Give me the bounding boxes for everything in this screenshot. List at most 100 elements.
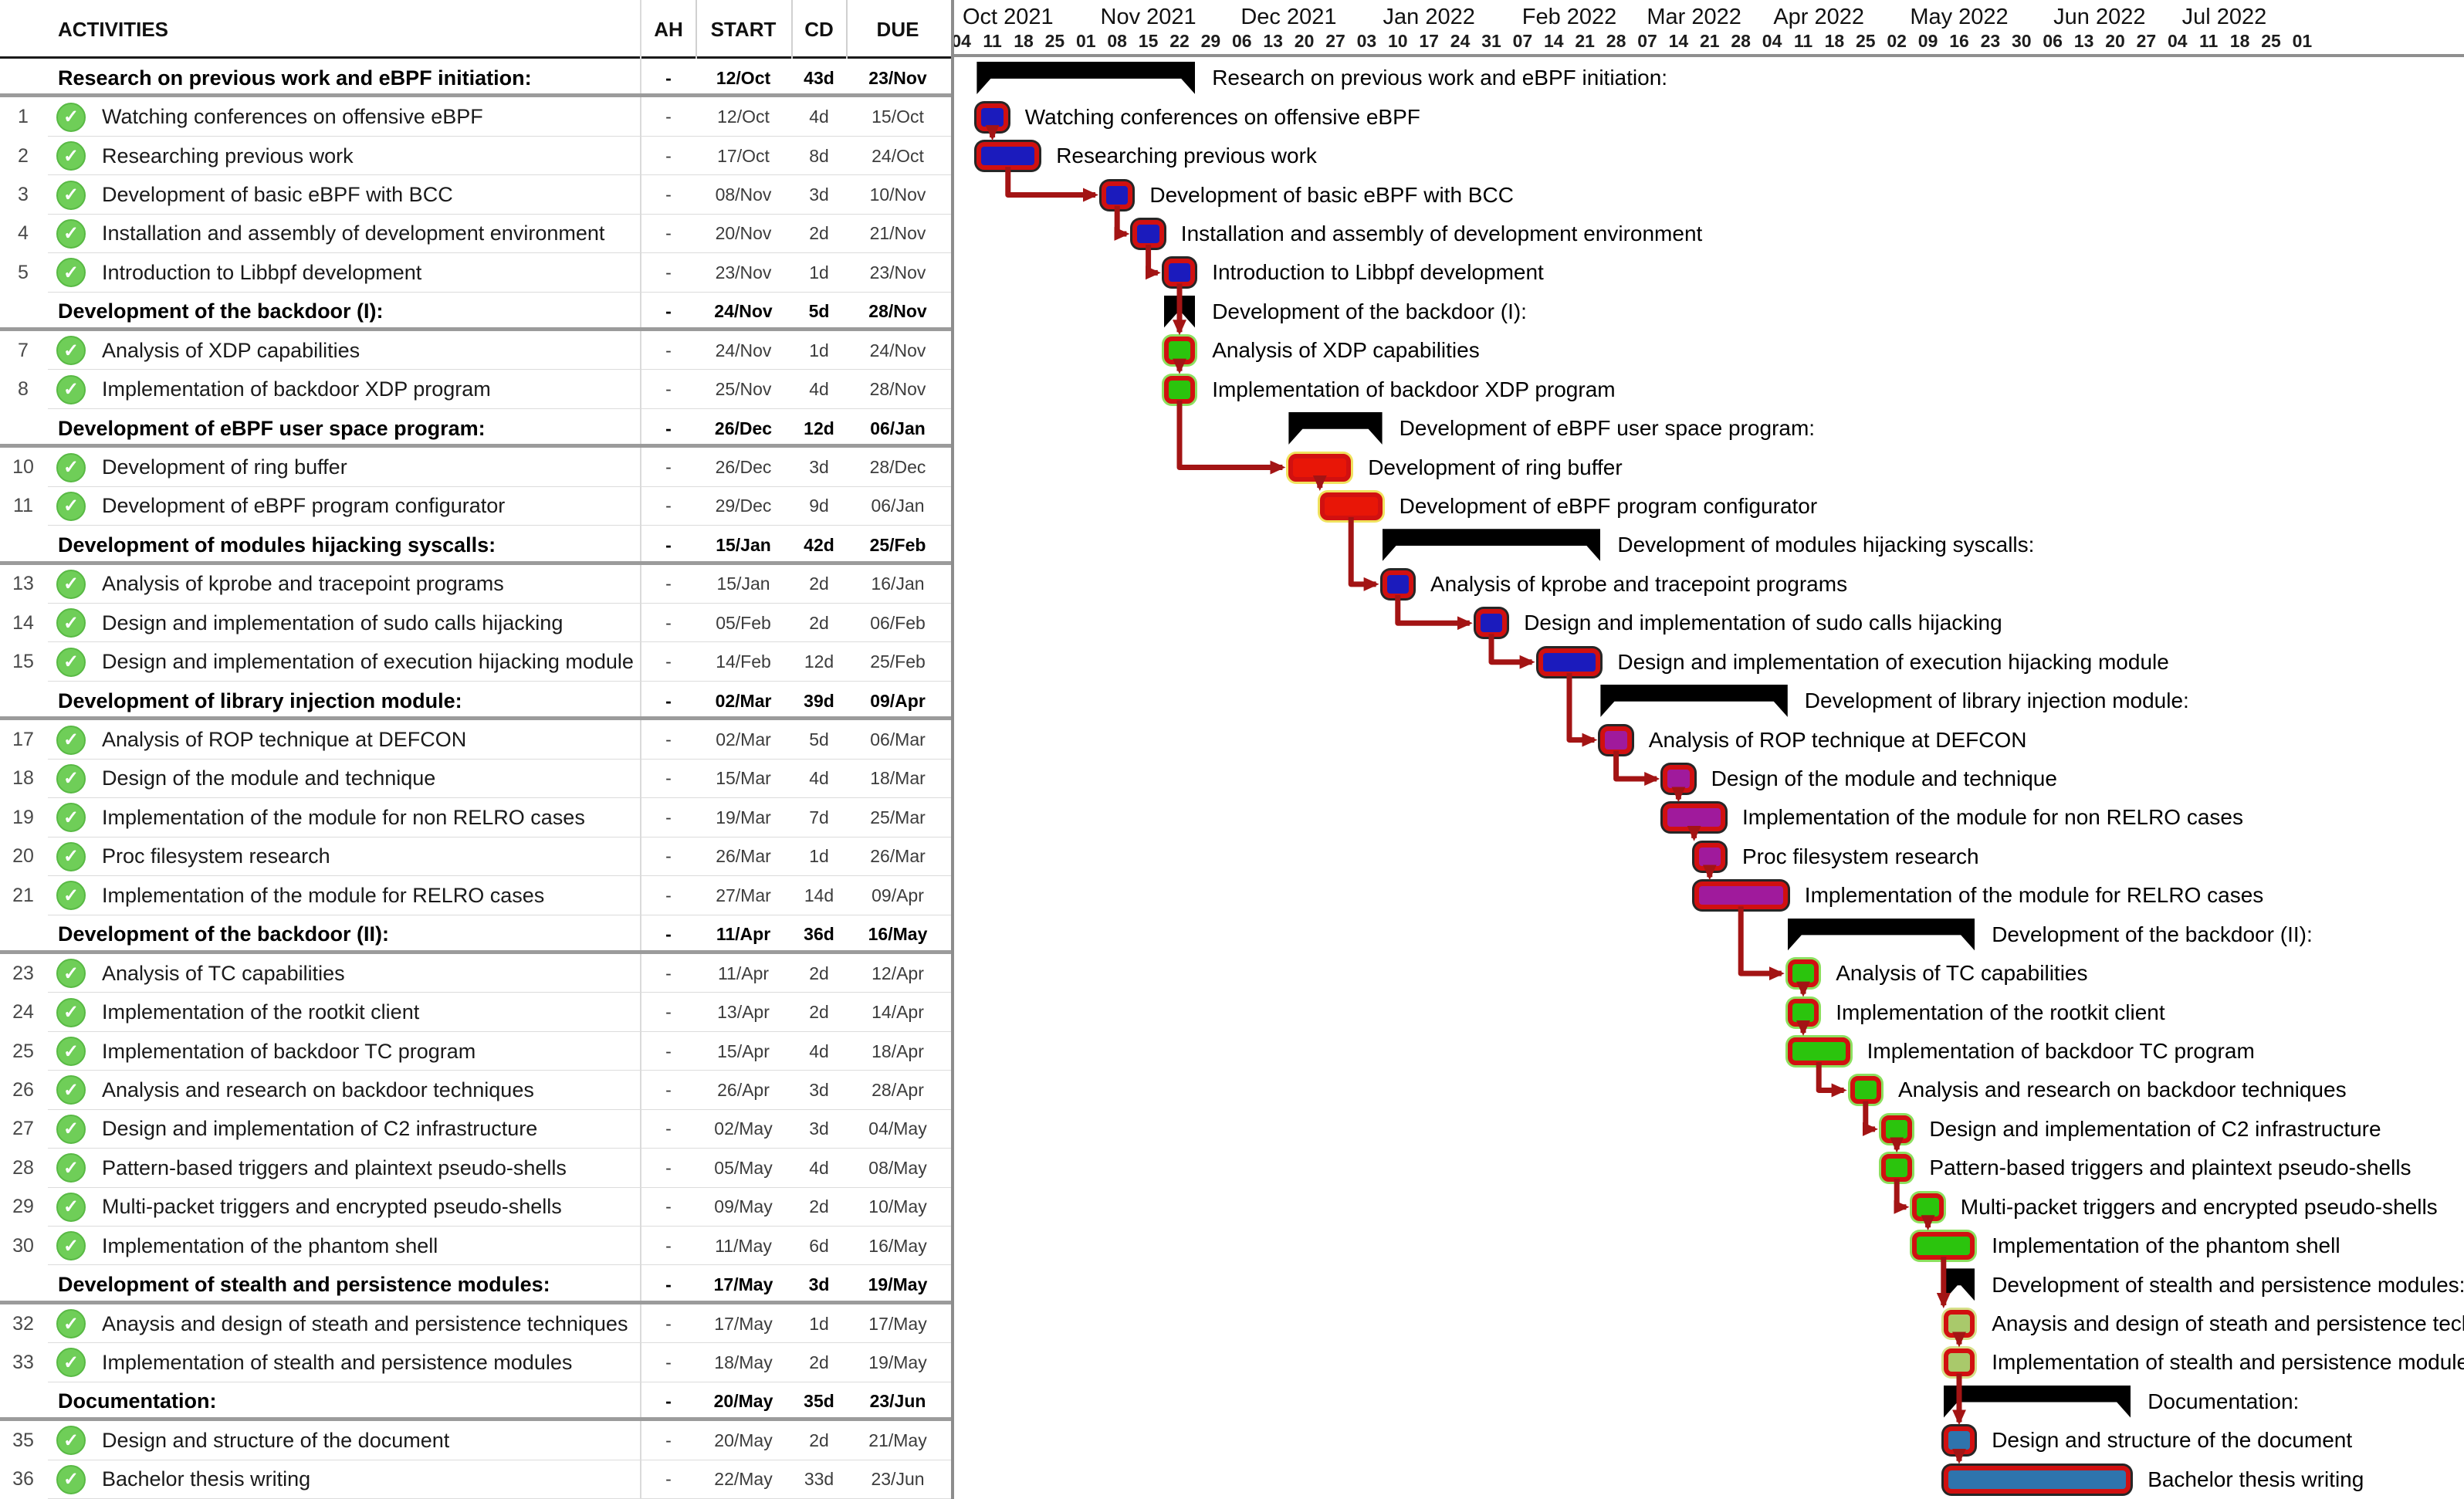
task-bar[interactable] xyxy=(1163,259,1196,287)
status-cell[interactable]: ✓ xyxy=(49,487,93,526)
task-bar[interactable] xyxy=(1943,1348,1975,1377)
table-task-row[interactable]: 8 ✓ Implementation of backdoor XDP program… xyxy=(0,370,951,409)
check-complete-icon[interactable]: ✓ xyxy=(56,1309,86,1339)
status-cell[interactable]: ✓ xyxy=(49,1227,93,1265)
check-complete-icon[interactable]: ✓ xyxy=(56,1231,86,1261)
table-task-row[interactable]: 19 ✓ Implementation of the module for non … xyxy=(0,798,951,837)
check-complete-icon[interactable]: ✓ xyxy=(56,608,86,638)
status-cell[interactable]: ✓ xyxy=(49,604,93,642)
table-task-row[interactable]: 30 ✓ Implementation of the phantom shell - 1… xyxy=(0,1227,951,1266)
check-complete-icon[interactable]: ✓ xyxy=(56,491,86,521)
table-task-row[interactable]: 5 ✓ Introduction to Libbpf development - 23/… xyxy=(0,253,951,293)
check-complete-icon[interactable]: ✓ xyxy=(56,647,86,677)
task-bar[interactable] xyxy=(1912,1232,1975,1260)
status-cell[interactable]: ✓ xyxy=(49,448,93,486)
check-complete-icon[interactable]: ✓ xyxy=(56,569,86,599)
status-cell[interactable]: ✓ xyxy=(49,642,93,681)
table-task-row[interactable]: 14 ✓ Design and implementation of sudo cal… xyxy=(0,604,951,643)
table-task-row[interactable]: 33 ✓ Implementation of stealth and persist… xyxy=(0,1343,951,1382)
check-complete-icon[interactable]: ✓ xyxy=(56,1037,86,1066)
status-cell[interactable]: ✓ xyxy=(49,954,93,993)
table-task-row[interactable]: 18 ✓ Design of the module and technique - 15… xyxy=(0,760,951,799)
status-cell[interactable]: ✓ xyxy=(49,370,93,408)
status-cell[interactable]: ✓ xyxy=(49,760,93,798)
status-cell[interactable]: ✓ xyxy=(49,1110,93,1149)
task-bar[interactable] xyxy=(1475,609,1508,638)
task-bar[interactable] xyxy=(1288,453,1352,482)
column-header-ah[interactable]: AH xyxy=(654,17,683,41)
table-task-row[interactable]: 4 ✓ Installation and assembly of developme… xyxy=(0,215,951,254)
table-group-row[interactable]: Research on previous work and eBPF initi… xyxy=(0,59,951,98)
status-cell[interactable]: ✓ xyxy=(49,253,93,292)
task-bar[interactable] xyxy=(1102,181,1133,209)
table-task-row[interactable]: 2 ✓ Researching previous work - 17/Oct 8d 24/O… xyxy=(0,137,951,176)
task-bar[interactable] xyxy=(1663,804,1725,832)
check-complete-icon[interactable]: ✓ xyxy=(56,452,86,482)
check-complete-icon[interactable]: ✓ xyxy=(56,218,86,249)
status-cell[interactable]: ✓ xyxy=(49,1460,93,1499)
table-task-row[interactable]: 35 ✓ Design and structure of the document -… xyxy=(0,1421,951,1460)
table-group-row[interactable]: Development of stealth and persistence m… xyxy=(0,1265,951,1304)
task-bar[interactable] xyxy=(1600,726,1632,754)
task-bar[interactable] xyxy=(1163,375,1196,404)
check-complete-icon[interactable]: ✓ xyxy=(56,1114,86,1144)
table-task-row[interactable]: 29 ✓ Multi-packet triggers and encrypted p… xyxy=(0,1188,951,1227)
status-cell[interactable]: ✓ xyxy=(49,1149,93,1187)
table-task-row[interactable]: 20 ✓ Proc filesystem research - 26/Mar 1d 26/M… xyxy=(0,837,951,877)
status-cell[interactable]: ✓ xyxy=(49,331,93,370)
task-bar[interactable] xyxy=(976,103,1008,131)
task-bar[interactable] xyxy=(1787,959,1819,988)
check-complete-icon[interactable]: ✓ xyxy=(56,725,86,755)
table-task-row[interactable]: 3 ✓ Development of basic eBPF with BCC - 08/… xyxy=(0,175,951,215)
task-bar[interactable] xyxy=(1319,492,1383,520)
table-task-row[interactable]: 21 ✓ Implementation of the module for RELR… xyxy=(0,876,951,915)
table-task-row[interactable]: 28 ✓ Pattern-based triggers and plaintext … xyxy=(0,1149,951,1188)
task-bar[interactable] xyxy=(1663,765,1694,793)
table-task-row[interactable]: 36 ✓ Bachelor thesis writing - 22/May 33d 23/J… xyxy=(0,1460,951,1499)
task-bar[interactable] xyxy=(1850,1076,1881,1105)
summary-bar[interactable] xyxy=(1383,529,1601,561)
status-cell[interactable]: ✓ xyxy=(49,1304,93,1343)
check-complete-icon[interactable]: ✓ xyxy=(56,803,86,833)
check-complete-icon[interactable]: ✓ xyxy=(56,1153,86,1183)
status-cell[interactable]: ✓ xyxy=(49,565,93,604)
task-bar[interactable] xyxy=(976,142,1040,171)
table-group-row[interactable]: Development of the backdoor (II): - 11/Apr… xyxy=(0,915,951,954)
check-complete-icon[interactable]: ✓ xyxy=(56,336,86,366)
check-complete-icon[interactable]: ✓ xyxy=(56,374,86,404)
check-complete-icon[interactable]: ✓ xyxy=(56,1426,86,1456)
check-complete-icon[interactable]: ✓ xyxy=(56,102,86,132)
table-task-row[interactable]: 32 ✓ Anaysis and design of steath and pers… xyxy=(0,1304,951,1344)
table-task-row[interactable]: 7 ✓ Analysis of XDP capabilities - 24/Nov 1d 2… xyxy=(0,331,951,371)
summary-bar[interactable] xyxy=(1944,1268,1975,1301)
table-task-row[interactable]: 24 ✓ Implementation of the rootkit client -… xyxy=(0,993,951,1032)
check-complete-icon[interactable]: ✓ xyxy=(56,1464,86,1494)
table-task-row[interactable]: 23 ✓ Analysis of TC capabilities - 11/Apr 2d 1… xyxy=(0,954,951,993)
task-bar[interactable] xyxy=(1163,337,1196,365)
task-bar[interactable] xyxy=(1943,1426,1975,1455)
check-complete-icon[interactable]: ✓ xyxy=(56,180,86,210)
status-cell[interactable]: ✓ xyxy=(49,175,93,214)
summary-bar[interactable] xyxy=(1944,1386,2131,1418)
task-bar[interactable] xyxy=(1912,1193,1944,1221)
table-group-row[interactable]: Development of the backdoor (I): - 24/Nov 5… xyxy=(0,293,951,332)
table-task-row[interactable]: 17 ✓ Analysis of ROP technique at DEFCON - 0… xyxy=(0,720,951,760)
status-cell[interactable]: ✓ xyxy=(49,993,93,1031)
table-group-row[interactable]: Documentation: - 20/May 35d 23/Jun xyxy=(0,1382,951,1422)
task-bar[interactable] xyxy=(1538,648,1601,676)
column-header-due[interactable]: DUE xyxy=(876,17,919,41)
summary-bar[interactable] xyxy=(1600,685,1787,717)
status-cell[interactable]: ✓ xyxy=(49,1421,93,1460)
task-bar[interactable] xyxy=(1881,1154,1913,1183)
check-complete-icon[interactable]: ✓ xyxy=(56,959,86,989)
task-bar[interactable] xyxy=(1943,1465,2131,1494)
check-complete-icon[interactable]: ✓ xyxy=(56,1348,86,1378)
status-cell[interactable]: ✓ xyxy=(49,215,93,253)
table-group-row[interactable]: Development of library injection module:… xyxy=(0,682,951,721)
task-bar[interactable] xyxy=(1132,219,1164,248)
status-cell[interactable]: ✓ xyxy=(49,1188,93,1227)
task-bar[interactable] xyxy=(1881,1115,1913,1143)
check-complete-icon[interactable]: ✓ xyxy=(56,141,86,171)
status-cell[interactable]: ✓ xyxy=(49,137,93,175)
status-cell[interactable]: ✓ xyxy=(49,97,93,136)
